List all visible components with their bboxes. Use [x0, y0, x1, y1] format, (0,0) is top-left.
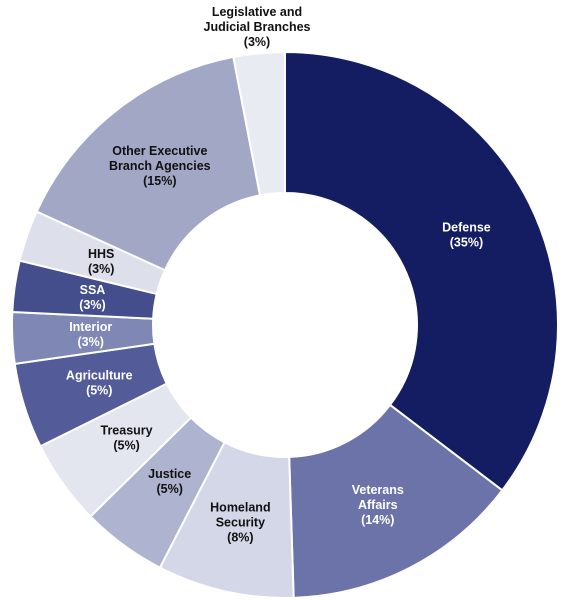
- slice-label-0: Defense(35%): [442, 221, 491, 250]
- pie-slice-1: [288, 403, 504, 599]
- pie-slice-0: [284, 50, 559, 492]
- slice-name: Treasury: [101, 423, 153, 437]
- slice-name: Other Executive: [112, 144, 207, 158]
- slice-percent: (3%): [78, 335, 104, 349]
- slice-label-8: HHS(3%): [88, 247, 114, 276]
- slice-name: Defense: [442, 221, 491, 235]
- slice-name: Agriculture: [66, 368, 133, 382]
- slice-percent: (5%): [86, 383, 112, 397]
- slice-name: Veterans: [352, 483, 404, 497]
- slice-percent: (15%): [143, 174, 176, 188]
- slice-name: Affairs: [358, 498, 398, 512]
- pie-slice-9: [35, 55, 262, 272]
- slice-name: SSA: [80, 283, 106, 297]
- slice-name: Security: [216, 516, 265, 530]
- slice-name: Justice: [148, 467, 191, 481]
- slice-label-3: Justice(5%): [148, 467, 191, 496]
- slice-name: Branch Agencies: [109, 159, 211, 173]
- slice-percent: (14%): [361, 513, 394, 527]
- slice-label-4: Treasury(5%): [101, 423, 153, 452]
- slice-percent: (5%): [156, 482, 182, 496]
- slice-name: Interior: [69, 320, 112, 334]
- slice-label-6: Interior(3%): [69, 320, 112, 349]
- slice-name: HHS: [88, 247, 114, 261]
- pie-slice-10: [232, 50, 286, 197]
- slice-percent: (8%): [227, 531, 253, 545]
- slice-percent: (3%): [244, 35, 270, 49]
- slice-name: Judicial Branches: [204, 20, 311, 34]
- slice-label-7: SSA(3%): [79, 283, 105, 312]
- slice-name: Legislative and: [212, 5, 302, 19]
- slice-label-5: Agriculture(5%): [66, 368, 133, 397]
- slice-percent: (3%): [88, 262, 114, 276]
- slice-percent: (5%): [113, 438, 139, 452]
- slice-name: Homeland: [210, 501, 270, 515]
- slice-percent: (35%): [450, 236, 483, 250]
- slice-percent: (3%): [79, 298, 105, 312]
